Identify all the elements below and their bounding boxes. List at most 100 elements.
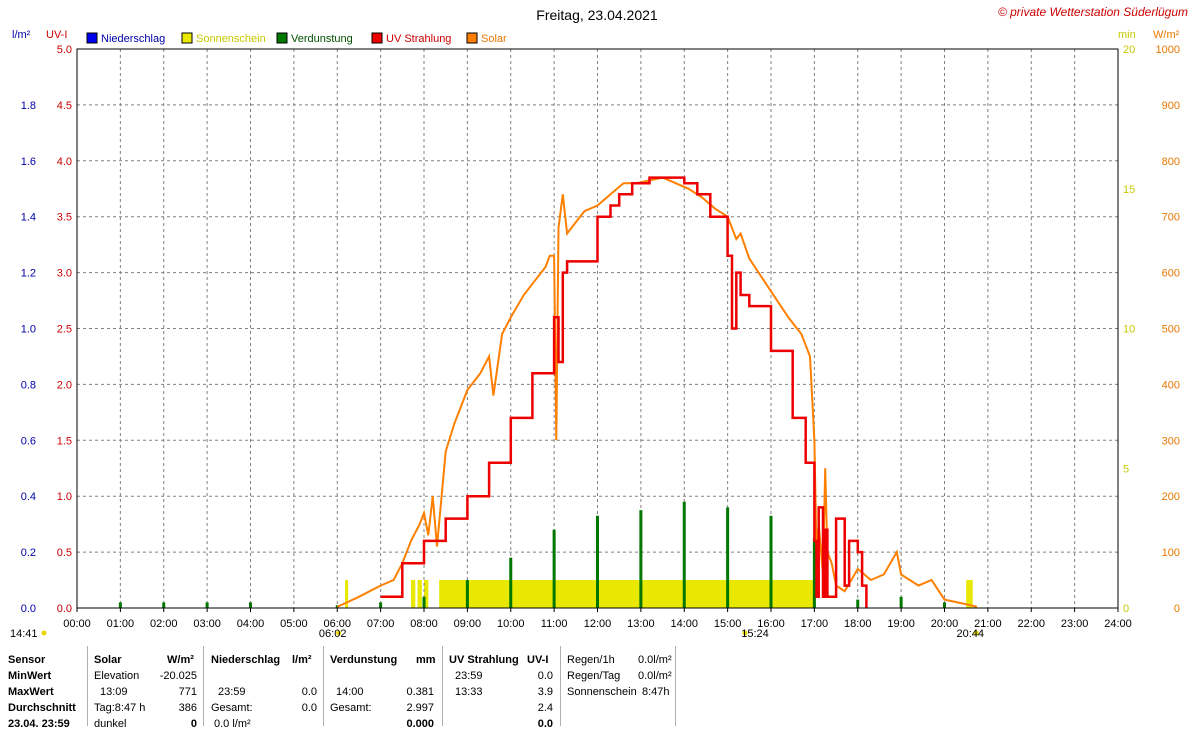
tick-label-time: 13:00 (627, 618, 655, 630)
legend-swatch-sonnenschein (181, 32, 193, 44)
tick-label-l-per-m2: 1.4 (21, 212, 36, 224)
legend-label-verdunstung: Verdunstung (291, 33, 353, 45)
series-line-solar (336, 176, 978, 608)
series-line-uv-strahlung (380, 176, 868, 608)
tick-label-time: 12:00 (584, 618, 612, 630)
stats-cell: 23:59 (455, 670, 483, 682)
tick-label-l-per-m2: 0.0 (21, 603, 36, 615)
tick-label-time: 15:00 (714, 618, 742, 630)
legend-label-uv-strahlung: UV Strahlung (386, 33, 451, 45)
tick-label-time: 01:00 (107, 618, 135, 630)
tick-label-w-per-m2: 1000 (1156, 44, 1180, 56)
tick-label-time: 11:00 (541, 618, 568, 630)
tick-label-time: 16:00 (757, 618, 785, 630)
sun-marker-label: 06:02 (319, 628, 347, 640)
stats-cell: 386 (178, 702, 197, 714)
stats-cell: 8:47h (642, 686, 670, 698)
tick-label-uv-i: 4.0 (57, 156, 72, 168)
tick-label-w-per-m2: 800 (1162, 156, 1180, 168)
tick-label-l-per-m2: 1.8 (21, 100, 36, 112)
stats-cell: 13:33 (455, 686, 483, 698)
tick-label-min: 10 (1123, 324, 1135, 336)
tick-label-uv-i: 2.5 (57, 324, 72, 336)
tick-label-w-per-m2: 500 (1162, 324, 1180, 336)
tick-label-w-per-m2: 0 (1174, 603, 1180, 615)
stats-cell: 0.0 (301, 686, 317, 698)
tick-label-l-per-m2: 0.2 (21, 547, 36, 559)
axis-label-uv-i: UV-I (46, 29, 67, 41)
legend-swatch-uv-strahlung (371, 32, 383, 44)
tick-label-time: 03:00 (193, 618, 221, 630)
evaporation-bar (726, 507, 730, 608)
stats-header-verdunstung: Verdunstung (330, 654, 398, 666)
tick-label-time: 04:00 (237, 618, 265, 630)
time-markers: 14:41 06:02 15:24 20:44 (10, 628, 984, 640)
sun-marker-label: 15:24 (741, 628, 769, 640)
sunshine-bar (966, 580, 973, 608)
tick-label-l-per-m2: 0.6 (21, 435, 36, 447)
evaporation-bar (596, 515, 599, 608)
evaporation-bar (379, 602, 383, 608)
stats-label: Sensor (8, 654, 46, 666)
axis-label-min: min (1118, 29, 1136, 41)
sun-marker-dot (742, 630, 748, 636)
tick-label-uv-i: 0.0 (57, 603, 72, 615)
legend-label-niederschlag: Niederschlag (101, 33, 165, 45)
tick-label-time: 09:00 (454, 618, 482, 630)
chart-legend: Niederschlag Sonnenschein Verdunstung UV St… (86, 32, 507, 45)
weather-chart: Freitag, 23.04.2021 © private Wetterstat… (10, 5, 1188, 640)
evaporation-bar (769, 515, 773, 608)
evaporation-bar (899, 596, 903, 608)
sun-marker-dot (336, 630, 342, 636)
tick-label-uv-i: 2.0 (57, 379, 72, 391)
tick-label-l-per-m2: 1.6 (21, 156, 36, 168)
stats-label: MinWert (8, 670, 52, 682)
tick-label-uv-i: 3.5 (57, 212, 72, 224)
stats-cell: 23:59 (218, 686, 246, 698)
sun-marker-label: 20:44 (957, 628, 985, 640)
chart-title: Freitag, 23.04.2021 (536, 7, 658, 23)
tick-label-l-per-m2: 0.4 (21, 491, 36, 503)
sun-marker-dot (973, 630, 979, 636)
stats-cell: 0.000 (406, 718, 434, 730)
tick-label-w-per-m2: 200 (1162, 491, 1180, 503)
sunshine-bar (424, 580, 429, 608)
stats-cell: 0.0 (537, 670, 553, 682)
sunshine-bar (439, 580, 815, 608)
tick-label-min: 20 (1123, 44, 1135, 56)
tick-label-min: 5 (1123, 463, 1129, 475)
tick-label-time: 21:00 (974, 618, 1002, 630)
tick-label-uv-i: 4.5 (57, 100, 72, 112)
stats-label: 23.04. 23:59 (8, 718, 70, 730)
tick-label-time: 19:00 (887, 618, 915, 630)
axis-label-w-per-m2: W/m² (1153, 29, 1180, 41)
stats-table: Sensor MinWert MaxWert Durchschnitt 23.0… (0, 646, 1200, 730)
evaporation-bar (812, 538, 816, 608)
tick-label-w-per-m2: 600 (1162, 268, 1180, 280)
stats-header-uv: UV Strahlung (449, 654, 519, 666)
stats-cell: Sonnenschein (567, 686, 637, 698)
stats-label: MaxWert (8, 686, 54, 698)
evaporation-bar (118, 602, 122, 608)
tick-label-uv-i: 5.0 (57, 44, 72, 56)
tick-label-time: 23:00 (1061, 618, 1089, 630)
evaporation-bar (249, 602, 252, 608)
stats-cell: 771 (178, 686, 197, 698)
tick-label-time: 14:00 (670, 618, 698, 630)
tick-label-time: 10:00 (497, 618, 525, 630)
stats-cell: -20.025 (159, 670, 197, 682)
stats-cell: 2.4 (537, 702, 553, 714)
stats-cell: 0.0l/m² (638, 670, 672, 682)
tick-label-time: 07:00 (367, 618, 395, 630)
stats-unit-solar: W/m² (167, 654, 194, 666)
evaporation-bars (118, 501, 946, 608)
stats-header-solar: Solar (94, 654, 122, 666)
legend-label-solar: Solar (481, 33, 507, 45)
stats-unit-niederschlag: l/m² (292, 654, 312, 666)
legend-swatch-solar (466, 32, 478, 44)
tick-label-uv-i: 1.5 (57, 435, 72, 447)
stats-cell: 0.381 (406, 686, 434, 698)
legend-swatch-niederschlag (86, 32, 98, 44)
stats-label: Durchschnitt (8, 702, 76, 714)
tick-label-time: 08:00 (410, 618, 438, 630)
